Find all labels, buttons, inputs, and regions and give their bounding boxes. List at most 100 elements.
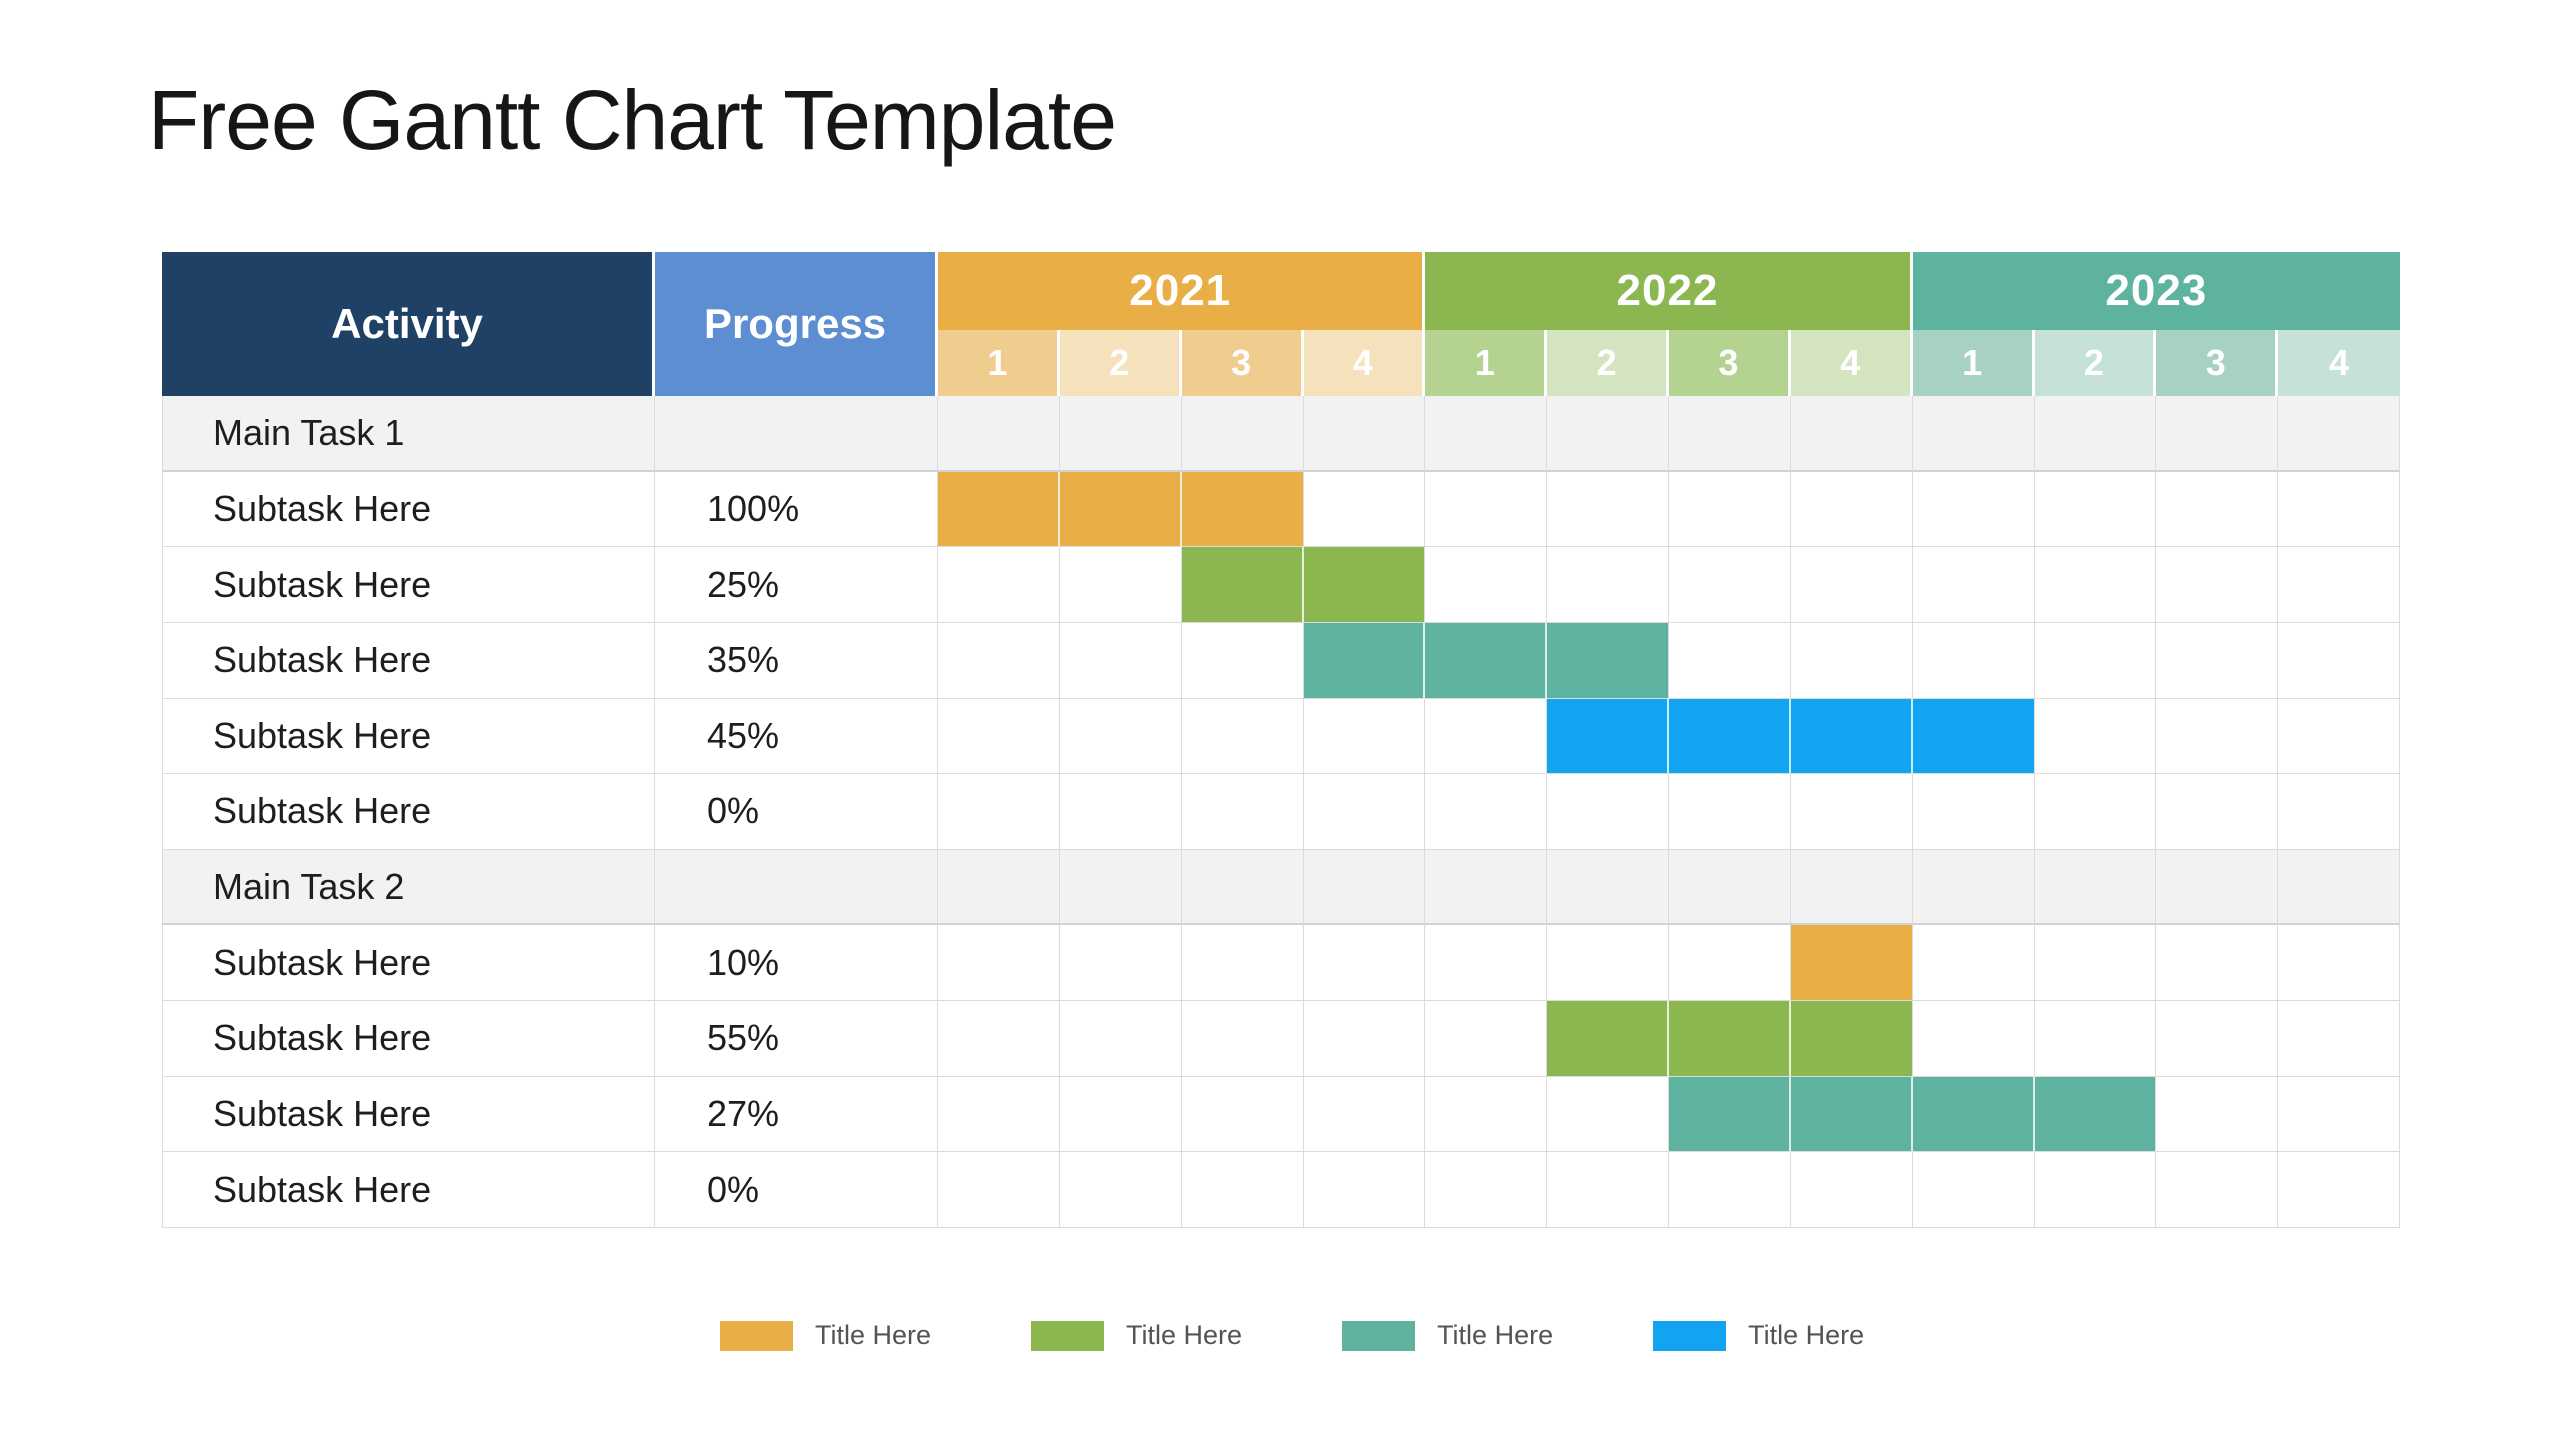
gantt-bar-segment [2034,1076,2157,1153]
grid-cell [2278,1152,2400,1228]
gantt-bar-segment [1790,698,1913,775]
year-header-2021: 2021 [938,252,1426,330]
progress-value-cell [655,849,938,926]
grid-cell [1547,1152,1669,1228]
legend-label: Title Here [815,1320,932,1350]
grid-cell [2156,925,2279,1001]
grid-cell [1059,1152,1182,1228]
gantt-bar-segment [1425,622,1548,699]
grid-cell [938,1001,1060,1077]
quarter-header-cell: 3 [1669,330,1791,396]
grid-cell [1912,471,2035,548]
grid-cell [2278,925,2400,1001]
legend-item: Title Here [1653,1320,1864,1351]
grid-cell [1912,1001,2035,1077]
grid-cell [2278,471,2400,548]
grid-cell [2034,774,2157,850]
quarter-header-cell: 2 [1059,330,1182,396]
grid-cell [1669,925,1791,1001]
grid-cell [1912,925,2035,1001]
grid-cell [2278,1076,2400,1153]
grid-cell [2034,849,2157,926]
gantt-table: Activity Progress 2021 1 2 3 4 2022 1 2 3 4 2023 1 2 3 4… [162,252,2400,1228]
grid-cell [1669,622,1791,699]
grid-cell [2034,396,2157,472]
legend-swatch [1653,1320,1727,1351]
progress-value-cell: 55% [655,1001,938,1077]
progress-value-cell: 10% [655,925,938,1001]
subtask-label-cell: Subtask Here [162,547,655,623]
grid-cell [2278,547,2400,623]
grid-cell [1547,396,1669,472]
grid-cell [1669,849,1791,926]
grid-cell [1181,849,1304,926]
grid-cell [1669,774,1791,850]
grid-cell [1425,1152,1548,1228]
grid-cell [1303,1152,1426,1228]
progress-value-cell: 27% [655,1076,938,1153]
gantt-bar-segment [1669,1076,1791,1153]
legend-swatch [1342,1320,1416,1351]
page-title: Free Gantt Chart Template [148,73,1117,167]
gantt-bar-segment [1303,622,1426,699]
grid-cell [1669,396,1791,472]
progress-value-cell: 25% [655,547,938,623]
activity-column-header: Activity [162,252,655,396]
grid-cell [1669,471,1791,548]
grid-cell [1181,925,1304,1001]
grid-cell [1547,1076,1669,1153]
gantt-bar-segment [1912,1076,2035,1153]
gantt-bar-segment [1181,471,1304,548]
grid-cell [1181,1001,1304,1077]
progress-value-cell: 45% [655,698,938,775]
subtask-label-cell: Subtask Here [162,1076,655,1153]
grid-cell [1181,698,1304,775]
grid-cell [938,1076,1060,1153]
grid-cell [938,396,1060,472]
legend-item: Title Here [720,1320,931,1351]
gantt-bar-segment [1547,1001,1669,1077]
quarter-header-cell: 2 [1547,330,1669,396]
quarter-header-cell: 4 [2278,330,2400,396]
grid-cell [1181,1152,1304,1228]
grid-cell [1790,547,1913,623]
grid-cell [1181,396,1304,472]
grid-cell [938,774,1060,850]
grid-cell [1059,547,1182,623]
legend-item: Title Here [1342,1320,1553,1351]
gantt-bar-segment [1790,1076,1913,1153]
grid-cell [1425,774,1548,850]
grid-cell [2156,1001,2279,1077]
grid-cell [2156,1076,2279,1153]
quarter-header-cell: 2 [2034,330,2157,396]
grid-cell [1790,471,1913,548]
progress-column-header: Progress [655,252,938,396]
grid-cell [1303,1001,1426,1077]
grid-cell [1059,622,1182,699]
quarter-header-cell: 4 [1303,330,1426,396]
grid-cell [1790,1152,1913,1228]
grid-cell [1912,622,2035,699]
grid-cell [1425,1001,1548,1077]
progress-value-cell: 0% [655,1152,938,1228]
gantt-bar-segment [1790,1001,1913,1077]
grid-cell [1912,774,2035,850]
grid-cell [2278,622,2400,699]
grid-cell [1912,396,2035,472]
grid-cell [1790,622,1913,699]
grid-cell [1181,622,1304,699]
grid-cell [2156,698,2279,775]
grid-cell [1059,1001,1182,1077]
grid-cell [1303,471,1426,548]
grid-cell [1790,849,1913,926]
grid-cell [938,547,1060,623]
grid-cell [1425,1076,1548,1153]
legend-label: Title Here [1437,1320,1554,1350]
main-task-label-cell: Main Task 1 [162,396,655,472]
grid-cell [1303,396,1426,472]
grid-cell [1181,774,1304,850]
grid-cell [1303,698,1426,775]
gantt-bar-segment [938,471,1060,548]
grid-cell [1059,1076,1182,1153]
